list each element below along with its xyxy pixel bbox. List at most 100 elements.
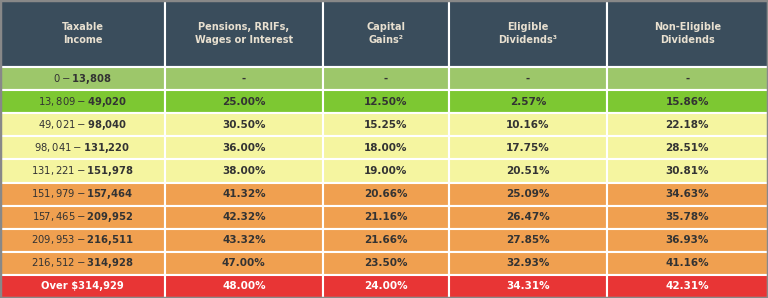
Text: $0 - $13,808: $0 - $13,808: [53, 72, 112, 86]
Text: 17.75%: 17.75%: [506, 143, 550, 153]
Text: 15.25%: 15.25%: [364, 120, 408, 130]
Text: 42.31%: 42.31%: [666, 281, 709, 291]
Bar: [323, 90, 449, 113]
Text: 25.00%: 25.00%: [222, 97, 266, 107]
Bar: [0, 67, 165, 90]
Bar: [165, 67, 323, 90]
Bar: [323, 252, 449, 275]
Bar: [449, 182, 607, 206]
Bar: [0, 90, 165, 113]
Text: 36.00%: 36.00%: [222, 143, 266, 153]
Bar: [607, 182, 768, 206]
Bar: [323, 182, 449, 206]
Bar: [165, 136, 323, 159]
Text: 27.85%: 27.85%: [506, 235, 550, 245]
Text: 34.63%: 34.63%: [666, 189, 709, 199]
Text: 32.93%: 32.93%: [506, 258, 550, 268]
Text: $216,512 - $314,928: $216,512 - $314,928: [31, 256, 134, 270]
Text: -: -: [242, 74, 246, 84]
Text: 30.50%: 30.50%: [222, 120, 266, 130]
Text: 22.18%: 22.18%: [666, 120, 709, 130]
Text: 35.78%: 35.78%: [666, 212, 709, 222]
Bar: [607, 206, 768, 229]
Text: 24.00%: 24.00%: [364, 281, 408, 291]
Text: 20.51%: 20.51%: [506, 166, 550, 176]
Text: 21.66%: 21.66%: [364, 235, 408, 245]
Bar: [0, 229, 165, 252]
Bar: [165, 113, 323, 136]
Text: 12.50%: 12.50%: [364, 97, 408, 107]
Text: 30.81%: 30.81%: [666, 166, 709, 176]
Text: 36.93%: 36.93%: [666, 235, 709, 245]
Bar: [0, 113, 165, 136]
Text: $98,041 - $131,220: $98,041 - $131,220: [35, 141, 131, 155]
Text: 21.16%: 21.16%: [364, 212, 408, 222]
Text: 38.00%: 38.00%: [222, 166, 266, 176]
Bar: [0, 0, 165, 67]
Bar: [0, 182, 165, 206]
Text: Eligible
Dividends³: Eligible Dividends³: [498, 22, 558, 45]
Text: -: -: [685, 74, 690, 84]
Bar: [323, 229, 449, 252]
Text: 25.09%: 25.09%: [506, 189, 550, 199]
Bar: [607, 90, 768, 113]
Bar: [323, 159, 449, 182]
Text: 28.51%: 28.51%: [666, 143, 709, 153]
Bar: [449, 113, 607, 136]
Bar: [165, 206, 323, 229]
Text: $157,465 - $209,952: $157,465 - $209,952: [31, 210, 134, 224]
Bar: [0, 159, 165, 182]
Text: 2.57%: 2.57%: [510, 97, 546, 107]
Bar: [607, 159, 768, 182]
Text: 47.00%: 47.00%: [222, 258, 266, 268]
Bar: [449, 206, 607, 229]
Text: 23.50%: 23.50%: [364, 258, 408, 268]
Bar: [0, 206, 165, 229]
Text: $131,221 - $151,978: $131,221 - $151,978: [31, 164, 134, 178]
Bar: [0, 252, 165, 275]
Bar: [449, 136, 607, 159]
Bar: [449, 159, 607, 182]
Text: Capital
Gains²: Capital Gains²: [366, 22, 406, 45]
Bar: [449, 0, 607, 67]
Text: 41.16%: 41.16%: [666, 258, 709, 268]
Bar: [165, 252, 323, 275]
Text: Non-Eligible
Dividends: Non-Eligible Dividends: [654, 22, 721, 45]
Text: $49,021 - $98,040: $49,021 - $98,040: [38, 118, 127, 132]
Text: Pensions, RRIFs,
Wages or Interest: Pensions, RRIFs, Wages or Interest: [195, 22, 293, 45]
Bar: [449, 252, 607, 275]
Bar: [607, 67, 768, 90]
Bar: [0, 275, 165, 298]
Text: 34.31%: 34.31%: [506, 281, 550, 291]
Bar: [449, 229, 607, 252]
Bar: [449, 67, 607, 90]
Text: 15.86%: 15.86%: [666, 97, 709, 107]
Text: Over $314,929: Over $314,929: [41, 281, 124, 291]
Bar: [607, 136, 768, 159]
Bar: [165, 159, 323, 182]
Bar: [607, 252, 768, 275]
Text: -: -: [526, 74, 530, 84]
Text: 41.32%: 41.32%: [222, 189, 266, 199]
Bar: [607, 229, 768, 252]
Bar: [449, 275, 607, 298]
Bar: [165, 275, 323, 298]
Text: 43.32%: 43.32%: [222, 235, 266, 245]
Bar: [323, 275, 449, 298]
Text: 20.66%: 20.66%: [364, 189, 408, 199]
Text: -: -: [384, 74, 388, 84]
Text: Taxable
Income: Taxable Income: [61, 22, 104, 45]
Text: 18.00%: 18.00%: [364, 143, 408, 153]
Text: $13,809 - $49,020: $13,809 - $49,020: [38, 95, 127, 109]
Bar: [607, 0, 768, 67]
Bar: [165, 229, 323, 252]
Text: $151,979 - $157,464: $151,979 - $157,464: [31, 187, 134, 201]
Bar: [323, 136, 449, 159]
Bar: [449, 90, 607, 113]
Bar: [165, 182, 323, 206]
Text: 19.00%: 19.00%: [364, 166, 408, 176]
Bar: [165, 0, 323, 67]
Bar: [323, 67, 449, 90]
Text: $209,953 - $216,511: $209,953 - $216,511: [31, 233, 134, 247]
Bar: [0, 136, 165, 159]
